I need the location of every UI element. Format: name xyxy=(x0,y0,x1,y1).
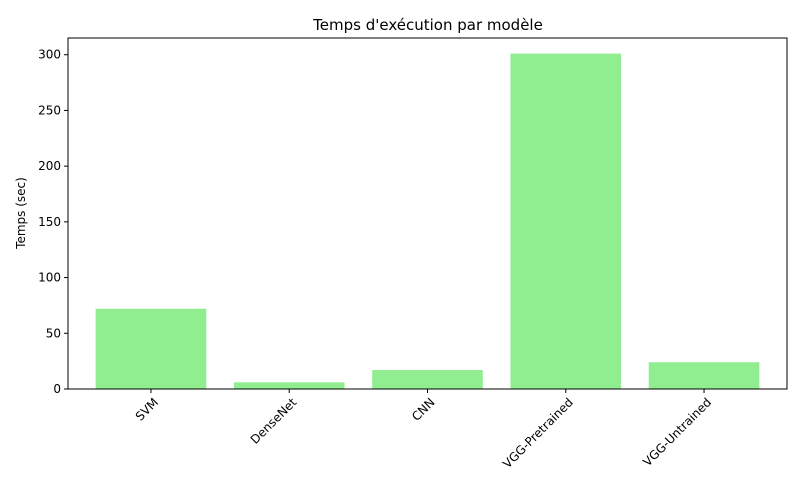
bar-vgg-untrained xyxy=(648,362,760,389)
y-tick-label: 100 xyxy=(38,271,61,285)
x-tick-label: VGG-Untrained xyxy=(640,395,714,469)
x-tick-label: VGG-Pretrained xyxy=(500,395,576,471)
y-axis-ticks: 0 50 100 150 200 250 300 xyxy=(38,48,68,396)
y-tick-label: 200 xyxy=(38,159,61,173)
x-axis-ticks: SVM DenseNet CNN VGG-Pretrained VGG-Untraine… xyxy=(133,389,714,471)
y-axis-label: Temps (sec) xyxy=(14,177,28,250)
y-tick-label: 150 xyxy=(38,215,61,229)
bar-svm xyxy=(95,308,207,389)
x-tick-label: SVM xyxy=(133,395,161,423)
x-tick-label: CNN xyxy=(409,395,438,424)
y-tick-label: 50 xyxy=(46,326,61,340)
bar-vgg-pretrained xyxy=(510,53,622,389)
x-tick-label: DenseNet xyxy=(248,395,300,447)
y-tick-label: 0 xyxy=(53,382,61,396)
y-tick-label: 300 xyxy=(38,48,61,62)
plot-frame xyxy=(67,37,788,390)
bar-densenet xyxy=(233,382,345,389)
bars-group xyxy=(95,53,760,389)
y-tick-label: 250 xyxy=(38,103,61,117)
bar-cnn xyxy=(372,370,483,389)
chart-title: Temps d'exécution par modèle xyxy=(312,16,543,34)
